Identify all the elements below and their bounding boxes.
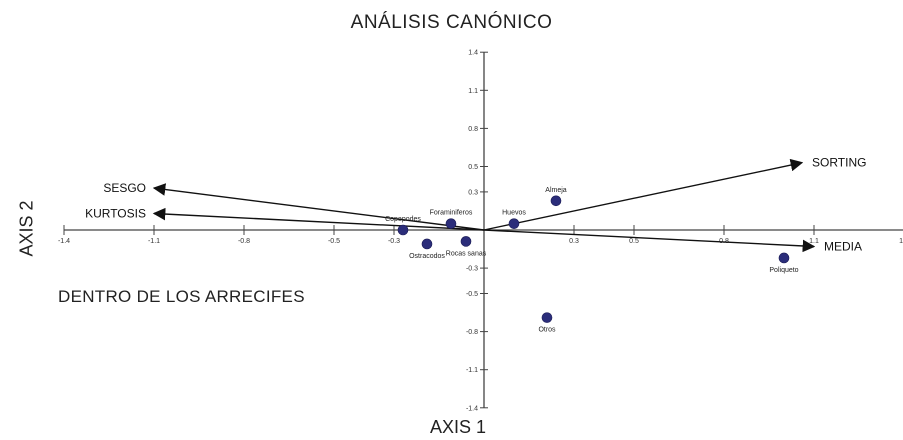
x-tick-label: 1.4: [899, 238, 903, 245]
y-tick-label: 0.3: [468, 189, 478, 196]
y-tick-label: -0.8: [466, 329, 478, 336]
y-tick-label: 1.1: [468, 88, 478, 95]
vector-label: KURTOSIS: [85, 206, 146, 220]
vector-label: SESGO: [103, 181, 146, 195]
y-tick-label: -1.4: [466, 405, 478, 412]
group-annotation: DENTRO DE LOS ARRECIFES: [58, 287, 305, 306]
vector-arrow: [483, 229, 816, 253]
y-tick-label: -0.3: [466, 266, 478, 273]
data-point: [550, 195, 562, 207]
point-label: Copepodes: [385, 216, 421, 223]
x-tick-label: 0.3: [569, 238, 579, 245]
data-point: [445, 218, 457, 229]
point-label: Otros: [538, 327, 556, 334]
vector-label: SORTING: [812, 156, 866, 170]
x-tick-label: -1.4: [58, 238, 70, 245]
data-point: [508, 218, 520, 229]
x-tick-label: -0.5: [328, 238, 340, 245]
data-point: [778, 252, 790, 264]
point-label: Poliqueto: [769, 267, 798, 274]
y-axis-label: AXIS 2: [16, 200, 37, 257]
x-tick-label: 0.5: [629, 238, 639, 245]
y-tick-label: 0.5: [468, 164, 478, 171]
data-point: [541, 312, 553, 323]
y-tick-label: 0.8: [468, 126, 478, 133]
x-tick-label: -0.3: [388, 238, 400, 245]
x-axis-label: AXIS 1: [430, 417, 487, 437]
x-tick-label: -1.1: [148, 238, 160, 245]
point-label: Huevos: [502, 210, 526, 217]
y-tick-label: -1.1: [466, 367, 478, 374]
data-point: [460, 236, 472, 247]
y-tick-label: 1.4: [468, 50, 478, 57]
point-label: Foraminiferos: [430, 210, 473, 217]
point-label: Ostracodos: [409, 253, 445, 260]
y-tick-label: -0.5: [466, 291, 478, 298]
vector-label: MEDIA: [824, 240, 862, 254]
x-tick-label: -0.8: [238, 238, 250, 245]
chart-title: ANÁLISIS CANÓNICO: [350, 12, 553, 33]
x-tick-label: 1.1: [809, 238, 819, 245]
point-label: Rocas sanas: [446, 250, 487, 257]
data-point: [397, 224, 409, 236]
point-label: Almeja: [545, 187, 567, 194]
vector-arrow: [152, 207, 485, 231]
data-point: [421, 238, 433, 250]
vector-arrow: [152, 183, 485, 231]
vector-arrow: [483, 158, 804, 231]
